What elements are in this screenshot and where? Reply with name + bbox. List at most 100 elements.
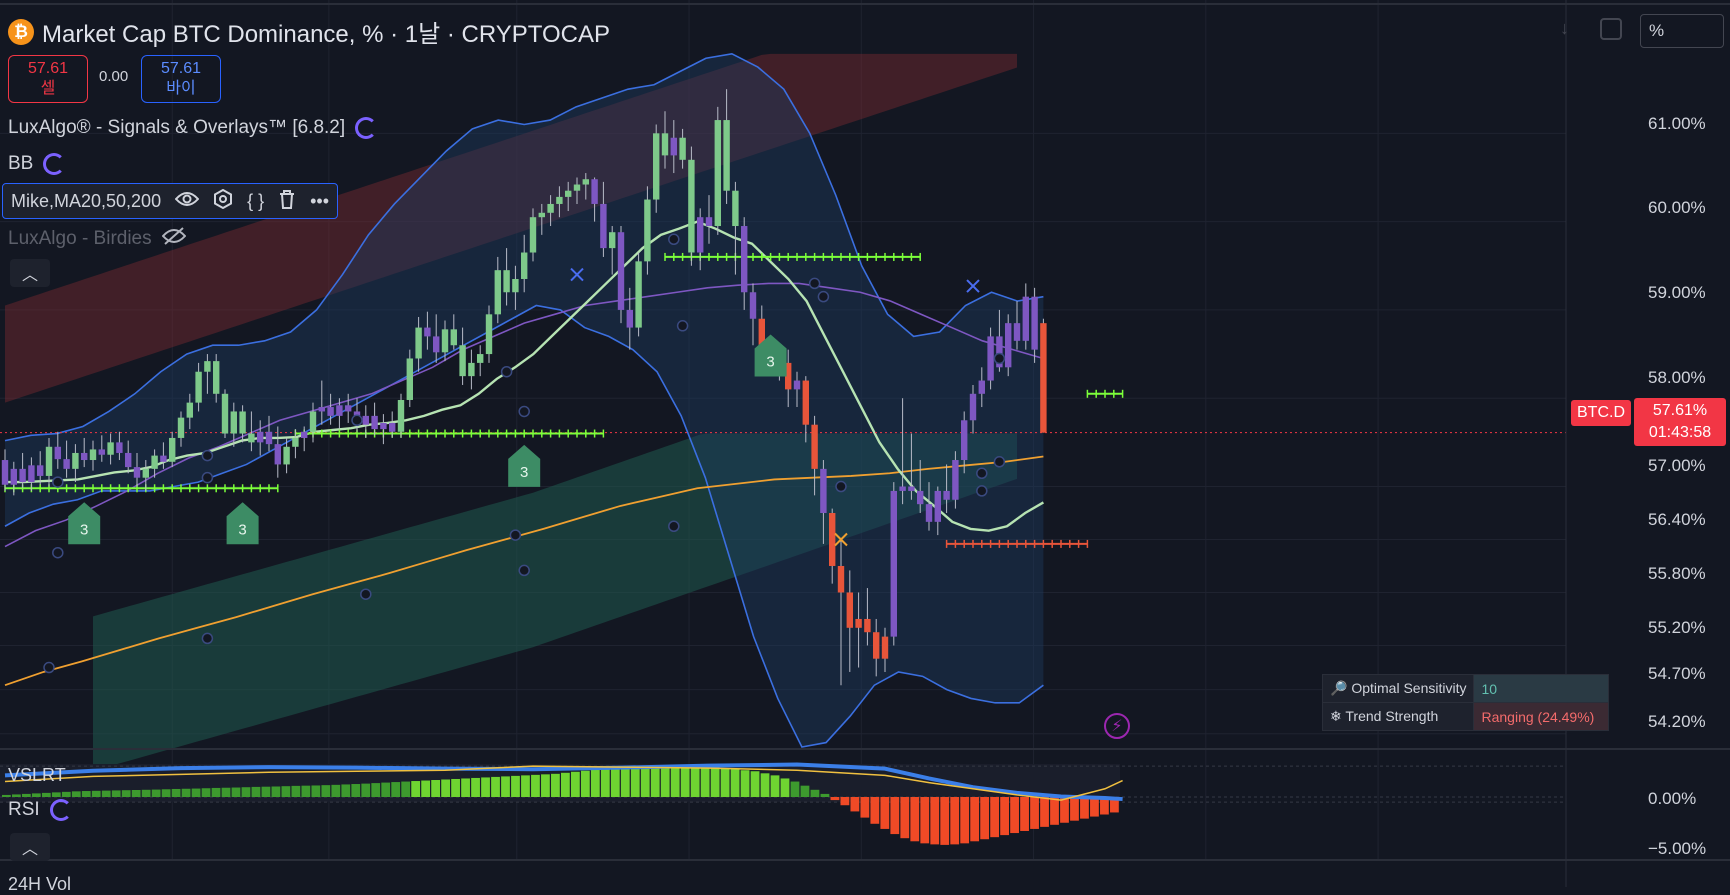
osc-histogram-bar xyxy=(910,797,920,842)
candle-body xyxy=(591,179,598,204)
candle-body xyxy=(996,336,1003,368)
source-code-icon[interactable]: { } xyxy=(247,190,265,211)
candle-body xyxy=(169,437,176,462)
candle-body xyxy=(142,468,149,478)
osc-histogram-bar xyxy=(1060,797,1069,823)
osc-histogram-bar xyxy=(191,788,201,797)
osc-histogram-bar xyxy=(561,772,570,797)
candle-body xyxy=(723,120,730,191)
eye-hidden-icon[interactable] xyxy=(161,227,186,251)
support-cloud xyxy=(93,433,1017,771)
buy-signal-badge xyxy=(754,334,787,377)
candle-body xyxy=(529,217,537,253)
candle-body xyxy=(556,196,563,204)
osc-histogram-bar xyxy=(630,766,640,797)
candle-body xyxy=(644,199,651,262)
indicator-birdies[interactable]: LuxAlgo - Birdies xyxy=(8,227,186,251)
candle-body xyxy=(37,465,44,476)
more-icon[interactable]: ••• xyxy=(310,190,330,211)
candle-body xyxy=(837,565,845,593)
auto-scale-icon[interactable] xyxy=(1600,18,1622,40)
candle-body xyxy=(899,486,906,491)
signal-markers: 3 3 3 3 xyxy=(68,267,980,547)
osc-histogram-bar xyxy=(800,785,810,797)
candle-body xyxy=(10,468,17,485)
candle-body xyxy=(283,446,290,465)
osc-histogram-bar xyxy=(620,766,630,797)
osc-histogram-bar xyxy=(970,797,980,842)
buy-button[interactable]: 57.61 바이 xyxy=(141,55,221,103)
osc-histogram-bar xyxy=(401,781,411,797)
ma-touch-dot xyxy=(52,476,64,488)
lightning-alert-icon[interactable]: ⚡ xyxy=(1104,713,1130,739)
candle-body xyxy=(221,393,229,434)
osc-histogram-bar xyxy=(880,797,890,829)
sell-label: 셀 xyxy=(40,80,56,97)
candle-body xyxy=(309,411,317,432)
osc-histogram-bar xyxy=(161,789,171,797)
trash-icon[interactable] xyxy=(278,189,296,214)
candle-body xyxy=(793,380,801,390)
osc-histogram-bar xyxy=(1010,797,1019,834)
candle-body xyxy=(749,292,757,319)
indicator-luxalgo-label: LuxAlgo® - Signals & Overlays™ [6.8.2] xyxy=(8,117,346,138)
ma-touch-dot xyxy=(668,520,680,532)
scale-mode-field[interactable]: % xyxy=(1640,14,1724,48)
refresh-icon[interactable] xyxy=(43,153,66,175)
buy-signal-label: 3 xyxy=(80,521,88,538)
indicator-luxalgo[interactable]: LuxAlgo® - Signals & Overlays™ [6.8.2] xyxy=(8,117,378,139)
candle-body xyxy=(873,632,880,659)
osc-histogram-bar xyxy=(860,797,870,818)
bar-countdown: 01:43:58 xyxy=(1648,424,1712,441)
trend-strength-value: Ranging (24.49%) xyxy=(1473,702,1610,731)
osc-histogram-bar xyxy=(1090,797,1099,817)
indicator-mike[interactable]: Mike,MA20,50,200 { } ••• xyxy=(2,183,339,219)
arrow-down-icon[interactable]: ↓ xyxy=(1560,18,1569,38)
candle-body xyxy=(1040,323,1047,433)
osc-histogram-bar xyxy=(71,791,81,797)
indicator-bb[interactable]: BB xyxy=(8,153,66,175)
candle-body xyxy=(626,309,633,328)
osc-histogram-bar xyxy=(361,783,371,797)
candle-body xyxy=(186,402,193,418)
osc-axis-label: −5.00% xyxy=(1648,839,1707,858)
refresh-icon[interactable] xyxy=(355,117,378,139)
indicator-mike-label: Mike,MA20,50,200 xyxy=(11,190,162,211)
osc-histogram-bar xyxy=(91,790,101,797)
price-axis-label: 60.00% xyxy=(1648,198,1706,217)
osc-histogram-bar xyxy=(690,765,700,797)
collapse-pane-button[interactable]: ︿ xyxy=(10,833,50,861)
sell-button[interactable]: 57.61 셀 xyxy=(8,55,88,103)
osc-histogram-bar xyxy=(251,786,261,797)
candle-body xyxy=(741,226,748,293)
bollinger-bands xyxy=(4,53,1044,748)
candle-body xyxy=(19,468,26,483)
candle-body xyxy=(125,452,132,468)
pane-rsi[interactable]: RSI xyxy=(8,799,72,821)
osc-histogram-bar xyxy=(551,773,560,797)
candle-body xyxy=(248,433,255,443)
osc-histogram-bar xyxy=(850,797,860,812)
osc-histogram-bar xyxy=(51,792,61,797)
dashboard-row: ❄ Trend Strength Ranging (24.49%) xyxy=(1321,702,1610,731)
osc-histogram-bar xyxy=(391,782,401,797)
collapse-indicators-button[interactable]: ︿ xyxy=(10,259,50,287)
osc-histogram-bar xyxy=(501,776,510,797)
candle-body xyxy=(952,460,959,500)
candle-body xyxy=(397,399,405,432)
buy-label: 바이 xyxy=(166,80,196,97)
buy-signal-badge xyxy=(226,502,259,545)
candle-body xyxy=(318,407,325,412)
ma-touch-dot xyxy=(43,661,55,674)
osc-histogram-bar xyxy=(141,789,151,797)
settings-icon[interactable] xyxy=(213,188,233,214)
osc-histogram-bar xyxy=(940,797,950,845)
buy-signal-badge xyxy=(68,502,101,545)
ma-touch-dot xyxy=(500,365,513,378)
candle-body xyxy=(459,345,466,377)
eye-icon[interactable] xyxy=(174,191,200,212)
osc-histogram-bar xyxy=(381,782,391,797)
refresh-icon[interactable] xyxy=(49,799,72,821)
osc-histogram-bar xyxy=(1100,797,1109,815)
